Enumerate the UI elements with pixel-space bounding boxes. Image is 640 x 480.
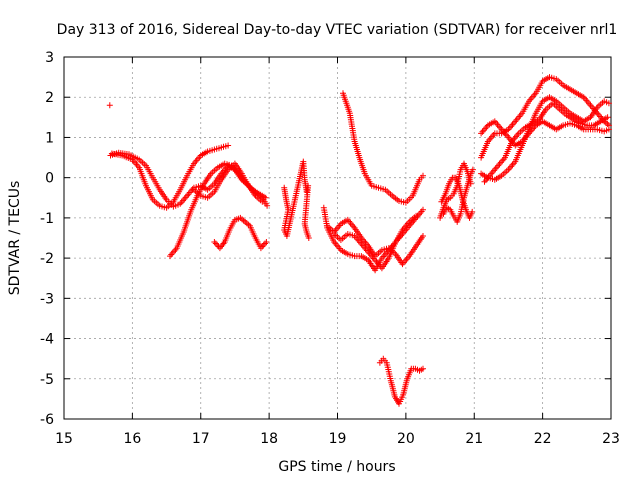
data-point (259, 198, 266, 205)
series-trace-f (340, 90, 426, 206)
data-point (604, 114, 611, 121)
data-point (605, 100, 612, 107)
x-tick-label: 19 (329, 431, 347, 447)
data-markers (106, 74, 612, 407)
y-tick-label: -6 (40, 412, 54, 428)
x-axis-title: GPS time / hours (278, 459, 395, 475)
series-segment-1830 (281, 158, 312, 241)
data-point (262, 194, 269, 201)
x-tick-label: 18 (260, 431, 278, 447)
data-point (469, 208, 476, 215)
series-dip (376, 355, 426, 407)
x-tick-label: 21 (465, 431, 483, 447)
series-outlier (106, 102, 113, 109)
y-tick-label: 3 (45, 50, 54, 66)
y-tick-label: 1 (45, 130, 54, 146)
y-tick-label: -1 (40, 211, 54, 227)
data-point (264, 202, 271, 209)
x-tick-label: 15 (55, 431, 73, 447)
x-tick-label: 22 (534, 431, 552, 447)
y-axis-title: SDTVAR / TECUs (7, 181, 23, 296)
series-trace-i (331, 212, 420, 272)
data-point (262, 240, 268, 247)
data-point (263, 239, 270, 245)
x-tick-label: 16 (123, 431, 141, 447)
data-point (420, 206, 426, 213)
data-point (211, 239, 218, 245)
y-tick-label: -5 (40, 372, 54, 388)
data-point (420, 365, 426, 372)
data-point (605, 126, 612, 133)
data-point (305, 235, 312, 241)
series-trace-b (108, 142, 232, 211)
data-point (260, 242, 267, 248)
series-trace-p (481, 100, 611, 185)
data-point (469, 166, 476, 173)
y-tick-label: -4 (40, 332, 54, 348)
data-point (413, 212, 420, 219)
data-point (212, 240, 219, 247)
chart-title: Day 313 of 2016, Sidereal Day-to-day VTE… (57, 22, 618, 38)
y-tick-label: -2 (40, 251, 54, 267)
y-tick-label: 2 (45, 90, 54, 106)
series-trace-l (440, 166, 476, 225)
data-point (420, 172, 426, 179)
y-tick-label: -3 (40, 291, 54, 307)
y-tick-label: 0 (45, 171, 54, 187)
x-tick-label: 20 (397, 431, 415, 447)
data-point (478, 130, 485, 137)
series-trace-e (211, 214, 270, 252)
data-point (106, 102, 113, 109)
data-point (420, 233, 426, 239)
series-trace-d (190, 160, 266, 205)
series-trace-m (478, 74, 612, 161)
x-tick-label: 23 (602, 431, 620, 447)
x-tick-label: 17 (192, 431, 210, 447)
data-point (225, 142, 232, 149)
